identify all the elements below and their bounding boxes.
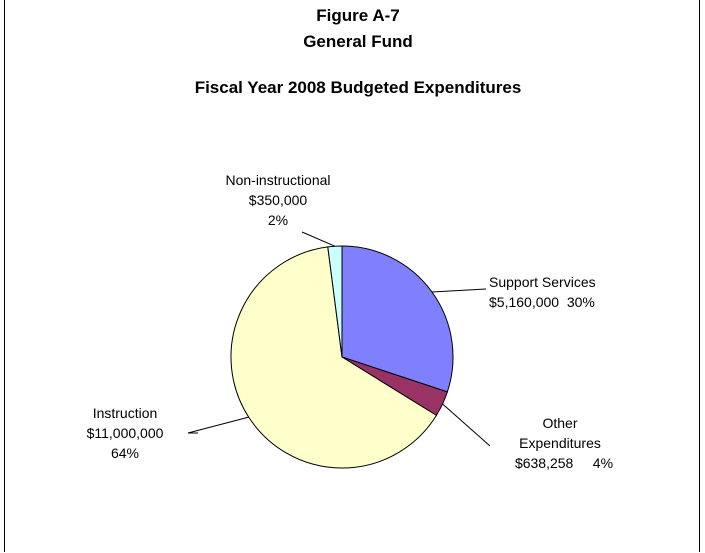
slice-label-other-expenditures-line-1: Other xyxy=(542,415,577,431)
chart-title-line-3: Fiscal Year 2008 Budgeted Expenditures xyxy=(195,78,522,97)
slice-labels: Support Services $5,160,000 30% Other Expen… xyxy=(87,172,613,471)
slice-label-other-expenditures-line-3: $638,258 4% xyxy=(515,455,613,471)
slice-label-support-services-line-2: $5,160,000 30% xyxy=(489,294,595,310)
slice-label-instruction-line-3: 64% xyxy=(111,445,139,461)
chart-title: Figure A-7 General Fund Fiscal Year 2008… xyxy=(195,6,522,97)
slice-label-instruction-line-1: Instruction xyxy=(93,405,158,421)
slice-label-non-instructional-line-3: 2% xyxy=(268,212,288,228)
slice-label-non-instructional-line-1: Non-instructional xyxy=(225,172,330,188)
slice-label-other-expenditures-line-2: Expenditures xyxy=(519,435,601,451)
slice-label-support-services-line-1: Support Services xyxy=(489,274,596,290)
leader-line-support-services xyxy=(431,288,487,293)
leader-line-instruction xyxy=(187,416,249,434)
leader-line-non-instructional xyxy=(301,231,336,247)
leader-line-other-expenditures xyxy=(442,403,491,447)
chart-title-line-2: General Fund xyxy=(303,32,413,51)
pie-slices xyxy=(230,245,454,469)
slice-label-non-instructional-line-2: $350,000 xyxy=(249,192,308,208)
leader-lines xyxy=(187,231,491,447)
chart-title-line-1: Figure A-7 xyxy=(316,6,399,25)
chart-frame xyxy=(4,0,700,552)
pie-slice-instruction xyxy=(230,246,438,469)
pie-slice-support-services xyxy=(341,245,454,393)
slice-label-instruction-line-2: $11,000,000 xyxy=(87,425,164,441)
